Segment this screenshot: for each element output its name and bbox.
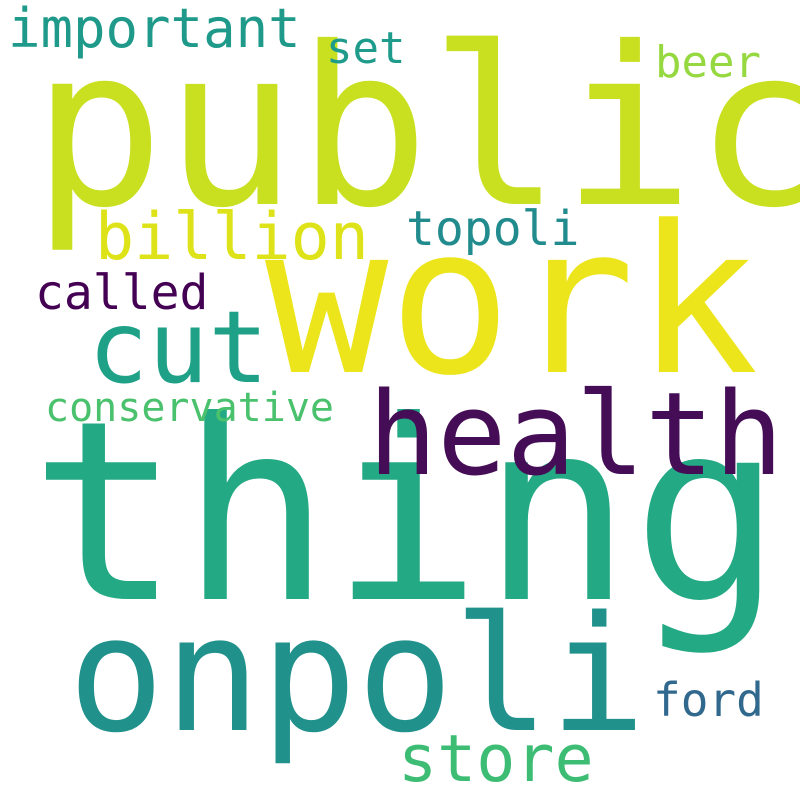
word-beer: beer bbox=[655, 37, 761, 88]
word-called: called bbox=[35, 265, 209, 321]
word-billion: billion bbox=[95, 200, 369, 275]
word-ford: ford bbox=[653, 673, 764, 727]
word-store: store bbox=[398, 722, 594, 797]
word-conservative: conservative bbox=[45, 385, 334, 431]
word-important: important bbox=[8, 0, 301, 60]
word-work: work bbox=[265, 183, 759, 421]
word-cut: cut bbox=[88, 289, 269, 406]
word-topoli: topoli bbox=[406, 201, 580, 257]
word-set: set bbox=[326, 23, 406, 74]
word-health: health bbox=[368, 368, 784, 502]
word-onpoli: onpoli bbox=[68, 581, 646, 768]
word-thing: thing bbox=[30, 367, 783, 658]
word-public: public bbox=[32, 0, 800, 256]
